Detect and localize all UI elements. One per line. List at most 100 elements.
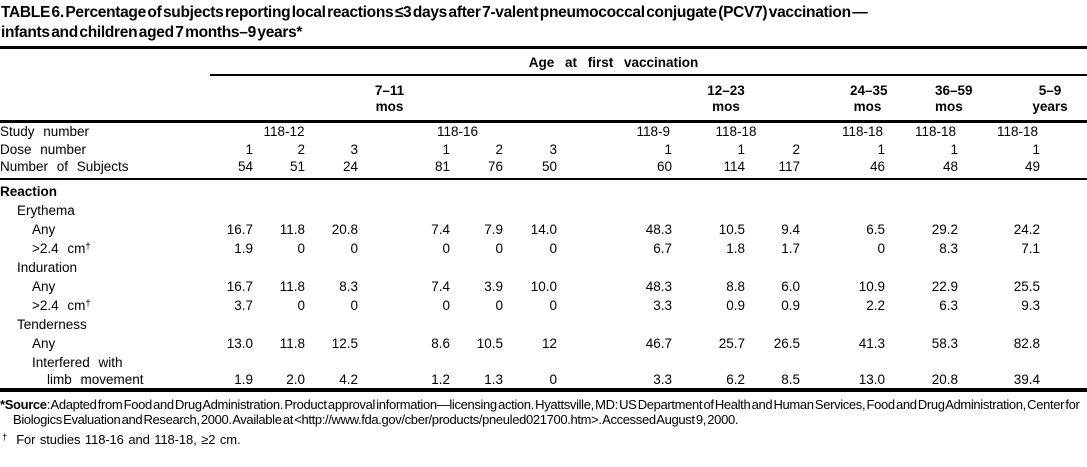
cell: 9.4 <box>781 221 800 237</box>
erythema-any-row: Any 16.7 11.8 20.8 7.4 7.9 14.0 48.3 10.… <box>0 219 1087 238</box>
cell: 6.0 <box>781 278 800 294</box>
cell: 3.3 <box>653 371 672 387</box>
spacer-cell <box>1040 157 1087 180</box>
table-title-line1: TABLE 6. Percentage of subjects reportin… <box>1 4 868 21</box>
dagger-marker: † <box>85 240 91 252</box>
tenderness-any-row: Any 13.0 11.8 12.5 8.6 10.5 12 46.7 25.7… <box>0 333 1087 352</box>
cell: 12 <box>541 335 557 351</box>
age-group-12-23-mos: 12–23 mos <box>557 75 800 123</box>
asterisk-marker: * <box>0 396 5 412</box>
study-cell: 118-18 <box>914 123 956 139</box>
cell: 2.0 <box>286 371 305 387</box>
cell: 2 <box>792 141 800 157</box>
cell: 6.5 <box>866 221 885 237</box>
dagger-text: For studies 118-16 and 118-18, ≥2 cm. <box>16 431 241 447</box>
cell: 114 <box>672 157 745 180</box>
cell: 1.2 <box>431 371 450 387</box>
cell: 1 <box>664 141 672 157</box>
cell: 16.7 <box>226 278 253 294</box>
cell: 54 <box>210 157 253 180</box>
age-group-7-11-mos: 7–11 mos <box>210 75 557 123</box>
cell: 8.5 <box>781 371 800 387</box>
spacer-cell <box>1040 122 1087 140</box>
age-group-row: 7–11 mos 12–23 mos 24–35 mos 36–59 mos 5–9 ye… <box>0 75 1087 123</box>
cell: 0 <box>350 297 358 313</box>
empty-corner-cell <box>0 48 210 76</box>
cell: 82.8 <box>1013 335 1040 351</box>
cell: 58.3 <box>931 335 958 351</box>
row-label-any: Any <box>32 221 56 237</box>
age-group-24-35-mos: 24–35 mos <box>800 75 888 123</box>
age-at-first-vaccination-header: Age at first vaccination <box>210 47 1087 76</box>
source-text: : Adapted from Food and Drug Administrat… <box>13 396 1080 428</box>
footnotes: *Source: Adapted from Food and Drug Admi… <box>0 397 1087 448</box>
cell: 24.2 <box>1013 221 1040 237</box>
cell: 7.9 <box>484 221 503 237</box>
cell: 0.9 <box>726 297 745 313</box>
cell: 0 <box>442 240 450 256</box>
cell: 14.0 <box>530 221 557 237</box>
study-cell: 118-18 <box>715 123 757 139</box>
cell: 10.5 <box>476 335 503 351</box>
cell: 6.2 <box>726 371 745 387</box>
cell: 0 <box>549 297 557 313</box>
erythema-header-row: Erythema <box>0 200 1087 219</box>
cell: 13.0 <box>226 335 253 351</box>
cell: 0 <box>350 240 358 256</box>
cell: 10.9 <box>858 278 885 294</box>
erythema-size-row: >2.4 cm† 1.9 0 0 0 0 0 6.7 1.8 1.7 0 8.3… <box>0 238 1087 257</box>
source-label: Source <box>4 396 47 412</box>
cell: 81 <box>358 157 450 180</box>
study-cell: 118-18 <box>996 123 1038 139</box>
reaction-section-row: Reaction <box>0 179 1087 200</box>
induration-any-row: Any 16.7 11.8 8.3 7.4 3.9 10.0 48.3 8.8 … <box>0 276 1087 295</box>
cell: 8.8 <box>726 278 745 294</box>
reactions-table: Age at first vaccination 7–11 mos 12–23 mo… <box>0 46 1087 392</box>
row-label-any: Any <box>32 335 56 351</box>
interfered-with-header-row: Interfered with <box>0 352 1087 371</box>
cell: 48 <box>885 157 958 180</box>
cell: 11.8 <box>279 221 305 237</box>
cell: 46 <box>800 157 885 180</box>
dagger-footnote: † For studies 118-16 and 118-18, ≥2 cm. <box>0 432 1087 448</box>
age-group-36-59-mos: 36–59 mos <box>885 75 973 123</box>
cell: 12.5 <box>331 335 358 351</box>
table-title: TABLE 6. Percentage of subjects reportin… <box>0 0 1087 43</box>
cell: 0 <box>495 240 503 256</box>
spacer-cell <box>1040 295 1087 314</box>
dagger-marker: † <box>85 297 91 309</box>
cell: 8.6 <box>431 335 450 351</box>
source-footnote: *Source: Adapted from Food and Drug Admi… <box>0 397 1087 428</box>
cell: 1 <box>950 141 958 157</box>
cell: 117 <box>745 157 800 180</box>
study-cell: 118-18 <box>841 123 883 139</box>
induration-header-row: Induration <box>0 257 1087 276</box>
row-label-erythema: Erythema <box>17 202 75 218</box>
cell: 11.8 <box>279 278 305 294</box>
row-label-number-of-subjects: Number of Subjects <box>0 157 210 180</box>
cell: 26.5 <box>773 335 800 351</box>
cell: 50 <box>503 157 557 180</box>
cell: 0 <box>549 371 557 387</box>
row-label-induration: Induration <box>17 259 78 275</box>
study-cell: 118-12 <box>263 123 305 139</box>
cell: 0 <box>297 240 305 256</box>
spacer-cell <box>1040 333 1087 352</box>
cell: 2 <box>495 141 503 157</box>
study-cell: 118-9 <box>636 123 670 139</box>
row-label-study-number: Study number <box>0 123 90 139</box>
cell: 8.3 <box>939 240 958 256</box>
cell: 76 <box>450 157 503 180</box>
spacer-cell <box>1040 371 1087 390</box>
row-label-gt-2-4-cm: >2.4 cm† <box>32 297 91 313</box>
spacer-cell <box>1040 140 1087 158</box>
number-of-subjects-row: Number of Subjects 54 51 24 81 76 50 60 … <box>0 157 1087 180</box>
cell: 22.9 <box>931 278 958 294</box>
cell: 6.7 <box>653 240 672 256</box>
row-label-interfered-with: Interfered with <box>32 354 123 370</box>
cell: 13.0 <box>858 371 885 387</box>
cell: 49 <box>958 157 1040 180</box>
cell: 7.4 <box>431 278 450 294</box>
cell: 1 <box>877 141 885 157</box>
cell: 3 <box>350 141 358 157</box>
